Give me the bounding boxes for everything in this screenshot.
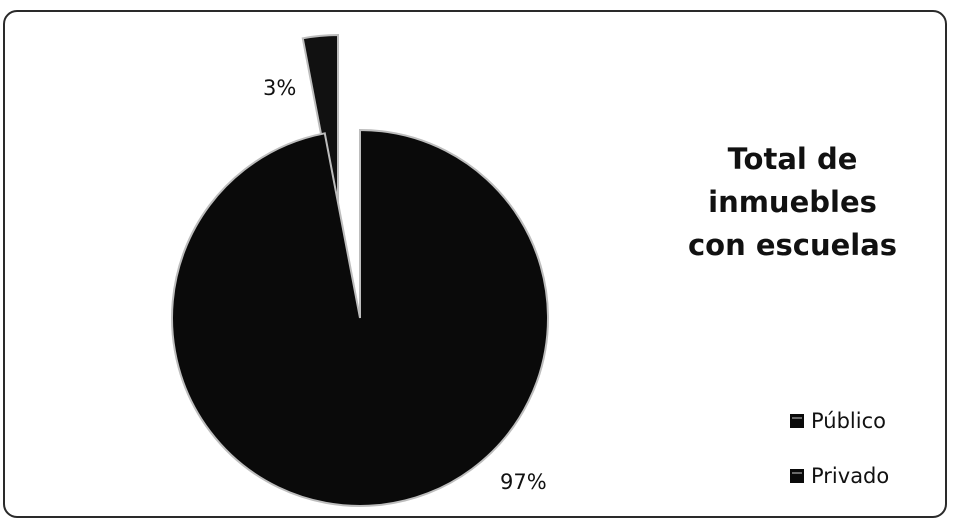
chart-title-line-1: Total de inmuebles — [708, 142, 877, 219]
legend-label-privado: Privado — [811, 464, 890, 488]
legend-swatch-privado — [790, 469, 804, 483]
legend-item-publico[interactable]: Público — [790, 406, 889, 436]
pie-slice-publico[interactable] — [171, 128, 549, 507]
pie-slices — [171, 33, 549, 507]
chart-title-line-2: con escuelas — [687, 228, 898, 262]
legend-swatch-publico — [790, 414, 804, 428]
chart-title: Total de inmuebles con escuelas — [640, 138, 945, 267]
legend-item-privado[interactable]: Privado — [790, 461, 889, 491]
data-label-publico: 97% — [500, 470, 547, 494]
legend: Público Privado — [790, 406, 889, 516]
data-label-privado: 3% — [263, 76, 297, 100]
legend-label-publico: Público — [811, 409, 886, 433]
